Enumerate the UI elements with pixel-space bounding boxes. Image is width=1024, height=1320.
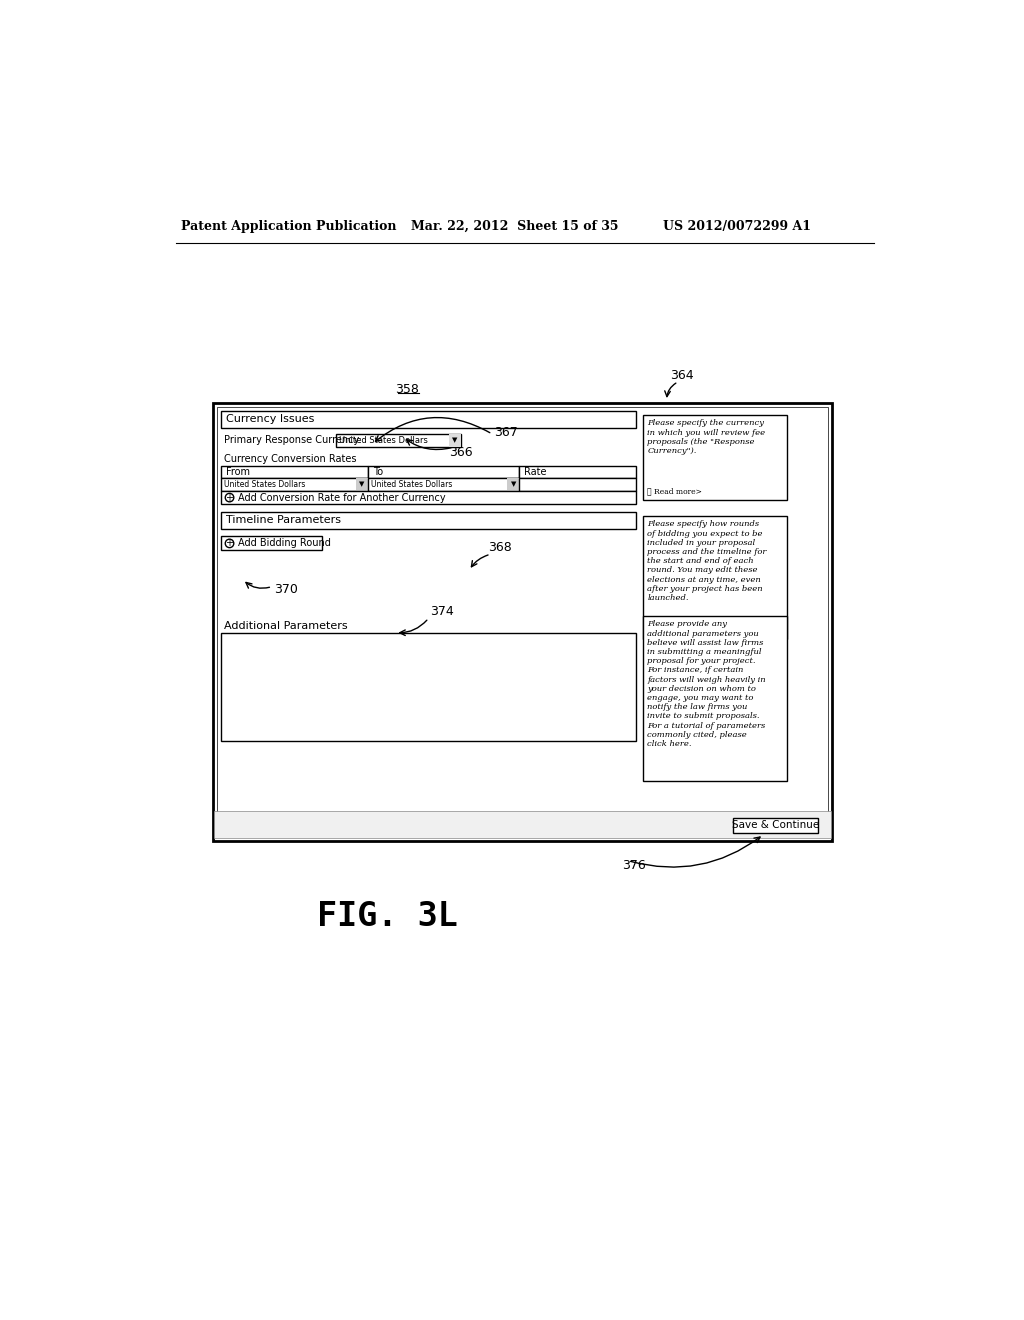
Text: Currency Conversion Rates: Currency Conversion Rates [224,454,356,465]
Text: United States Dollars: United States Dollars [224,480,305,488]
Text: United States Dollars: United States Dollars [372,480,453,488]
Text: To: To [373,467,383,477]
Text: ▼: ▼ [453,438,458,444]
Text: Please specify the currency
in which you will review fee
proposals (the "Respons: Please specify the currency in which you… [647,420,765,455]
Bar [221,411,636,428]
Bar [507,478,519,491]
Text: From: From [225,467,250,477]
Text: Additional Parameters: Additional Parameters [224,620,348,631]
Text: Patent Application Publication: Patent Application Publication [180,219,396,232]
Text: 358: 358 [395,383,419,396]
Bar [221,478,369,491]
Text: 367: 367 [494,426,517,440]
Text: 368: 368 [488,541,512,554]
Bar [449,434,461,447]
Bar [519,478,636,491]
Bar [217,407,827,837]
Bar [643,516,786,639]
Text: 364: 364 [671,370,694,381]
Bar [221,491,636,504]
Text: Timeline Parameters: Timeline Parameters [225,515,341,525]
Text: Rate: Rate [524,467,547,477]
Text: ▼: ▼ [359,482,365,487]
Bar [221,512,636,529]
Bar [643,615,786,781]
Text: Add Bidding Round: Add Bidding Round [238,539,331,548]
Text: Mar. 22, 2012  Sheet 15 of 35: Mar. 22, 2012 Sheet 15 of 35 [411,219,618,232]
Bar [221,536,322,550]
Text: +: + [225,492,233,503]
Bar [213,404,831,841]
Text: Please provide any
additional parameters you
believe will assist law firms
in su: Please provide any additional parameters… [647,620,766,748]
Bar [369,466,519,478]
Bar [336,434,461,447]
Text: 374: 374 [430,605,454,618]
Bar [221,466,369,478]
Bar [369,478,519,491]
Bar [356,478,369,491]
Bar [214,812,830,838]
Text: ▼: ▼ [511,482,516,487]
Text: Primary Response Currency:: Primary Response Currency: [224,436,361,445]
Text: Please specify how rounds
of bidding you expect to be
included in your proposal
: Please specify how rounds of bidding you… [647,520,767,602]
Bar [732,817,818,833]
Text: US 2012/0072299 A1: US 2012/0072299 A1 [663,219,811,232]
Bar [519,466,636,478]
Text: +: + [225,539,233,548]
Text: Currency Issues: Currency Issues [225,414,314,425]
Text: United States Dollars: United States Dollars [339,436,428,445]
Text: Save & Continue: Save & Continue [731,820,819,830]
Text: 370: 370 [273,583,298,597]
Text: 366: 366 [450,446,473,459]
Bar [643,414,786,499]
Bar [221,634,636,742]
Text: ⓘ Read more>: ⓘ Read more> [647,487,702,495]
Text: Add Conversion Rate for Another Currency: Add Conversion Rate for Another Currency [238,492,445,503]
Text: 376: 376 [623,859,646,871]
Text: FIG. 3L: FIG. 3L [317,900,458,933]
